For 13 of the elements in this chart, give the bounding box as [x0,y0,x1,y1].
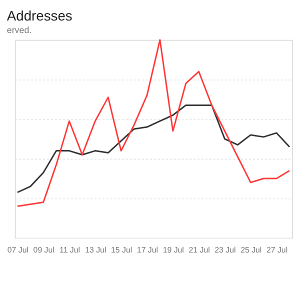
x-tick-label: 27 Jul [266,245,288,254]
x-tick-label: 09 Jul [33,245,55,254]
x-tick-label: 23 Jul [214,245,236,254]
x-tick-label: 07 Jul [7,245,29,254]
x-tick-label: 21 Jul [188,245,210,254]
x-tick-label: 17 Jul [136,245,158,254]
x-tick-label: 11 Jul [60,245,80,254]
x-tick-label: 19 Jul [162,245,184,254]
chart-title: Addresses [6,7,72,24]
x-tick-label: 15 Jul [111,245,132,254]
x-tick-label: 25 Jul [240,245,262,254]
text: erved. [6,25,32,36]
x-tick-label: 13 Jul [85,245,106,254]
